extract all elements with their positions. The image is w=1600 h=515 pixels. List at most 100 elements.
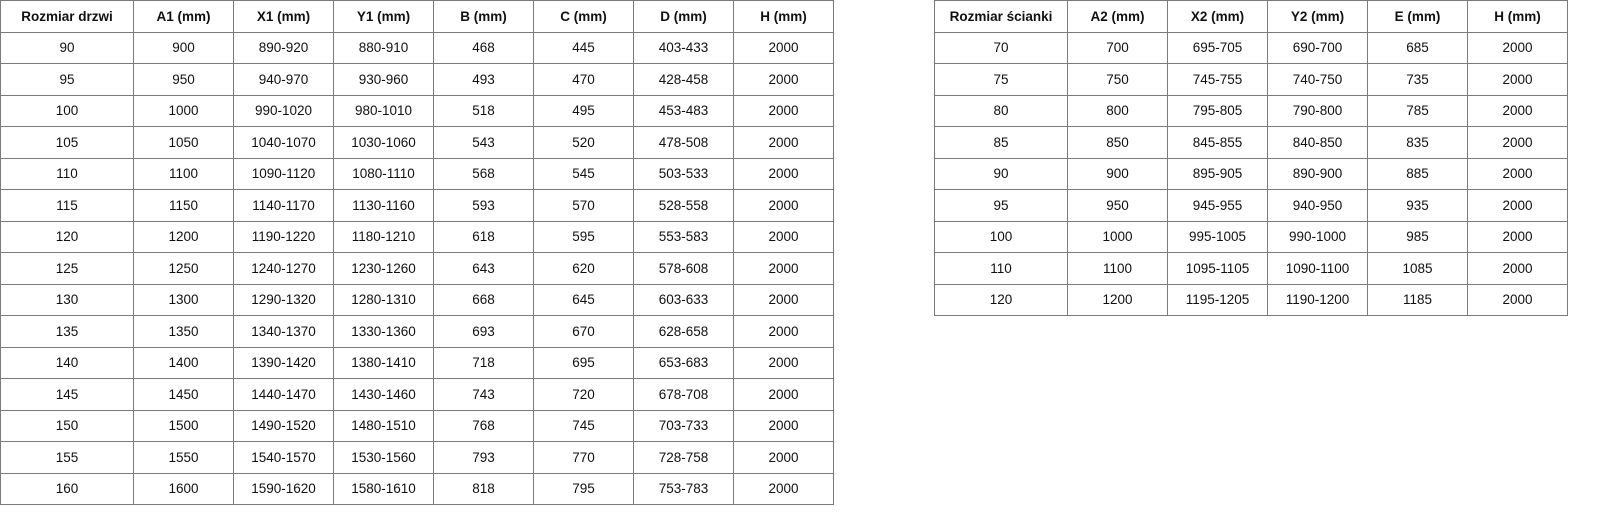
column-header: Y2 (mm) — [1267, 0, 1368, 33]
table-cell: 1100 — [133, 157, 234, 190]
table-cell: 1180-1210 — [333, 220, 434, 253]
table-cell: 2000 — [733, 157, 834, 190]
table-cell: 1490-1520 — [233, 409, 334, 442]
table-row: 160 1600 1590-1620 1580-1610 818 795 753-783 20… — [0, 472, 834, 505]
table-cell: 1190-1220 — [233, 220, 334, 253]
table-cell: 678-708 — [633, 378, 734, 411]
table-cell: 795-805 — [1167, 94, 1268, 127]
table-cell: 2000 — [1467, 94, 1568, 127]
table-cell: 793 — [433, 441, 534, 474]
table-cell: 835 — [1367, 126, 1468, 159]
table-cell: 478-508 — [633, 126, 734, 159]
table-row: 100 1000 995-1005 990-1000 985 2000 — [934, 220, 1568, 253]
table-cell: 1140-1170 — [233, 189, 334, 222]
table-cell: 1195-1205 — [1167, 283, 1268, 316]
header-row: Rozmiar ścianki A2 (mm) X2 (mm) Y2 (mm) E (m… — [934, 0, 1568, 33]
table-cell: 880-910 — [333, 31, 434, 64]
table-cell: 985 — [1367, 220, 1468, 253]
table-cell: 840-850 — [1267, 126, 1368, 159]
table-cell: 1450 — [133, 378, 234, 411]
table-cell: 620 — [533, 252, 634, 285]
table-row: 150 1500 1490-1520 1480-1510 768 745 703-733 20… — [0, 409, 834, 442]
table-cell: 1230-1260 — [333, 252, 434, 285]
table-cell: 1250 — [133, 252, 234, 285]
table-row: 95 950 940-970 930-960 493 470 428-458 2000 — [0, 63, 834, 96]
table-cell: 990-1000 — [1267, 220, 1368, 253]
table-cell: 1000 — [1067, 220, 1168, 253]
table-cell: 990-1020 — [233, 94, 334, 127]
table-row: 125 1250 1240-1270 1230-1260 643 620 578-608 20… — [0, 252, 834, 285]
table-cell: 445 — [533, 31, 634, 64]
table-row: 95 950 945-955 940-950 935 2000 — [934, 189, 1568, 222]
table-cell: 618 — [433, 220, 534, 253]
table-cell: 1100 — [1067, 252, 1168, 285]
table-cell: 1380-1410 — [333, 346, 434, 379]
table-cell: 668 — [433, 283, 534, 316]
table-cell: 135 — [0, 315, 134, 348]
table-cell: 935 — [1367, 189, 1468, 222]
table-cell: 2000 — [1467, 126, 1568, 159]
table-cell: 1280-1310 — [333, 283, 434, 316]
column-header: H (mm) — [1467, 0, 1568, 33]
table-row: 140 1400 1390-1420 1380-1410 718 695 653-683 20… — [0, 346, 834, 379]
table-cell: 1430-1460 — [333, 378, 434, 411]
table-cell: 1190-1200 — [1267, 283, 1368, 316]
table-cell: 728-758 — [633, 441, 734, 474]
table-cell: 770 — [533, 441, 634, 474]
table-cell: 2000 — [733, 378, 834, 411]
table-cell: 900 — [1067, 157, 1168, 190]
table-cell: 1440-1470 — [233, 378, 334, 411]
table-cell: 1390-1420 — [233, 346, 334, 379]
table-cell: 695 — [533, 346, 634, 379]
table-cell: 2000 — [733, 31, 834, 64]
table-cell: 670 — [533, 315, 634, 348]
table-cell: 790-800 — [1267, 94, 1368, 127]
table-cell: 70 — [934, 31, 1068, 64]
table-cell: 700 — [1067, 31, 1168, 64]
door-size-table: Rozmiar drzwi A1 (mm) X1 (mm) Y1 (mm) B (mm)… — [0, 0, 834, 505]
table-cell: 1085 — [1367, 252, 1468, 285]
table-cell: 1480-1510 — [333, 409, 434, 442]
table-cell: 753-783 — [633, 472, 734, 505]
table-row: 70 700 695-705 690-700 685 2000 — [934, 31, 1568, 64]
column-header: A1 (mm) — [133, 0, 234, 33]
table-cell: 115 — [0, 189, 134, 222]
table-cell: 1095-1105 — [1167, 252, 1268, 285]
table-cell: 718 — [433, 346, 534, 379]
table-cell: 155 — [0, 441, 134, 474]
wall-size-table: Rozmiar ścianki A2 (mm) X2 (mm) Y2 (mm) E (m… — [934, 0, 1568, 316]
table-cell: 690-700 — [1267, 31, 1368, 64]
table-cell: 768 — [433, 409, 534, 442]
table-row: 145 1450 1440-1470 1430-1460 743 720 678-708 20… — [0, 378, 834, 411]
table-cell: 1330-1360 — [333, 315, 434, 348]
table-row: 100 1000 990-1020 980-1010 518 495 453-483 2000 — [0, 94, 834, 127]
table-cell: 2000 — [1467, 157, 1568, 190]
table-cell: 593 — [433, 189, 534, 222]
table-cell: 628-658 — [633, 315, 734, 348]
table-cell: 2000 — [733, 472, 834, 505]
table-cell: 100 — [934, 220, 1068, 253]
table-cell: 890-900 — [1267, 157, 1368, 190]
table-cell: 520 — [533, 126, 634, 159]
column-header: D (mm) — [633, 0, 734, 33]
table-row: 85 850 845-855 840-850 835 2000 — [934, 126, 1568, 159]
table-cell: 1340-1370 — [233, 315, 334, 348]
table-cell: 145 — [0, 378, 134, 411]
table-cell: 2000 — [733, 94, 834, 127]
table-cell: 120 — [0, 220, 134, 253]
table-cell: 2000 — [733, 63, 834, 96]
table-row: 135 1350 1340-1370 1330-1360 693 670 628-658 20… — [0, 315, 834, 348]
table-cell: 945-955 — [1167, 189, 1268, 222]
table-cell: 603-633 — [633, 283, 734, 316]
table-cell: 125 — [0, 252, 134, 285]
column-header: E (mm) — [1367, 0, 1468, 33]
table-row: 155 1550 1540-1570 1530-1560 793 770 728-758 20… — [0, 441, 834, 474]
table-cell: 2000 — [733, 283, 834, 316]
column-header: A2 (mm) — [1067, 0, 1168, 33]
table-cell: 2000 — [733, 441, 834, 474]
table-cell: 930-960 — [333, 63, 434, 96]
table-cell: 1030-1060 — [333, 126, 434, 159]
table-cell: 885 — [1367, 157, 1468, 190]
table-cell: 745-755 — [1167, 63, 1268, 96]
column-header: Y1 (mm) — [333, 0, 434, 33]
